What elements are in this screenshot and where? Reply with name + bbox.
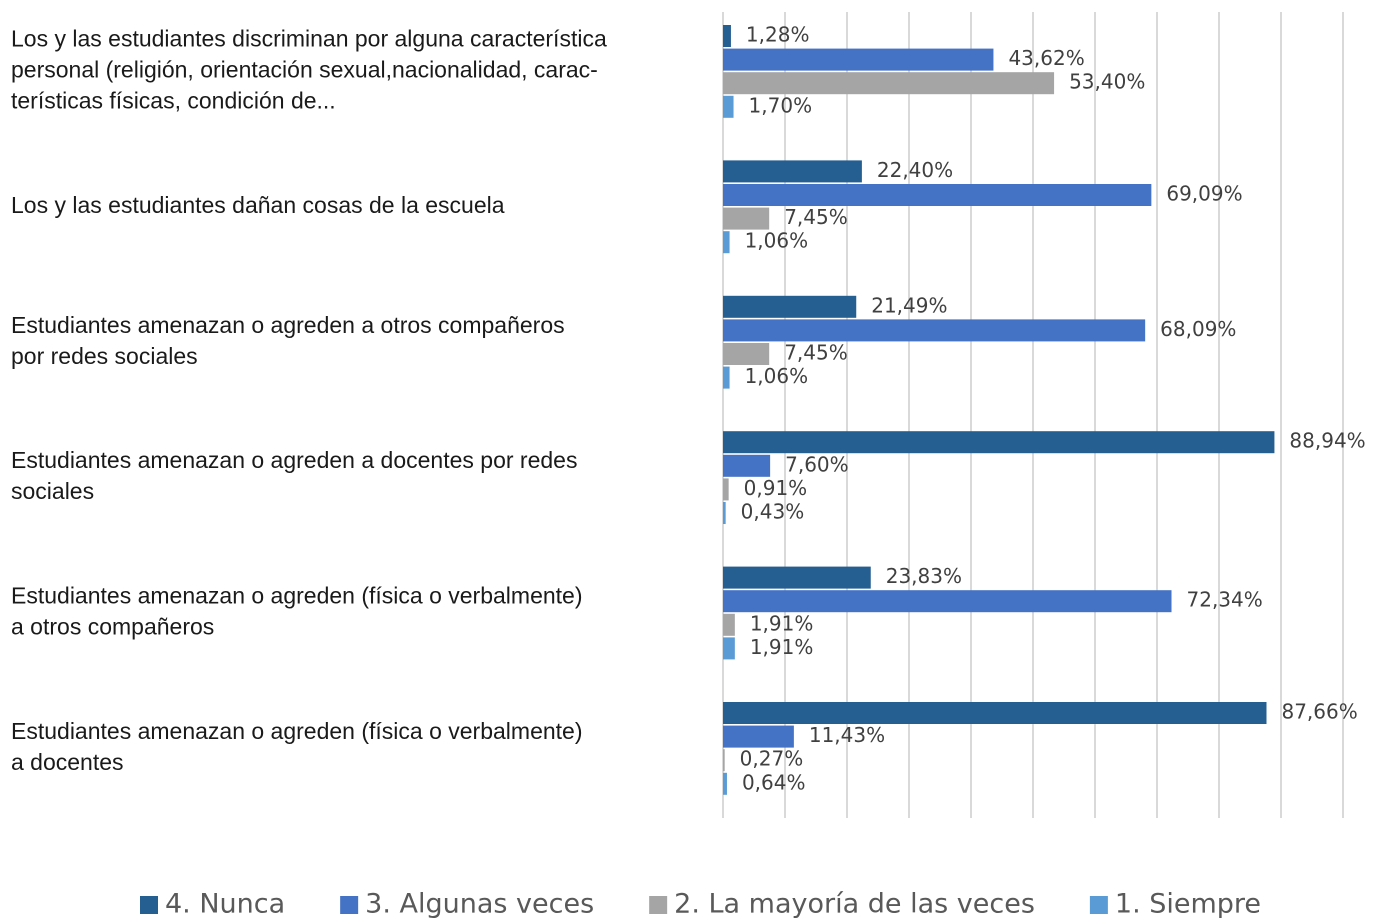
bar (723, 478, 729, 501)
value-label: 53,40% (1069, 70, 1145, 94)
bar (723, 566, 871, 589)
category-label: personal (religión, orientación sexual,n… (11, 56, 598, 82)
bar (723, 295, 857, 318)
bar (723, 366, 730, 389)
category-label: Estudiantes amenazan o agreden (física o… (11, 583, 583, 609)
bar (723, 319, 1146, 342)
bar (723, 502, 726, 524)
value-label: 1,91% (750, 635, 814, 659)
category-label: Estudiantes amenazan o agreden (física o… (11, 718, 583, 744)
bar (723, 725, 794, 748)
value-label: 68,09% (1160, 317, 1236, 341)
category-label: Los y las estudiantes dañan cosas de la … (11, 192, 505, 218)
category-label: terísticas físicas, condición de... (11, 87, 336, 113)
value-label: 43,62% (1008, 46, 1084, 70)
value-label: 1,28% (746, 23, 810, 47)
value-label: 11,43% (809, 723, 885, 747)
value-label: 0,64% (742, 770, 806, 794)
bar (723, 590, 1172, 613)
category-label: Los y las estudiantes discriminan por al… (11, 25, 607, 51)
category-label: Estudiantes amenazan o agreden a docente… (11, 447, 577, 473)
value-label: 1,70% (749, 93, 813, 117)
value-label: 69,09% (1166, 182, 1242, 206)
bar (723, 613, 735, 636)
bar (723, 343, 770, 365)
bar (723, 231, 730, 254)
value-label: 72,34% (1187, 588, 1263, 612)
value-label: 22,40% (877, 158, 953, 182)
legend-swatch (140, 896, 158, 914)
value-label: 1,06% (745, 229, 809, 253)
value-label: 88,94% (1289, 429, 1365, 453)
category-label: por redes sociales (11, 343, 198, 369)
bar (723, 749, 725, 772)
legend-label: 2. La mayoría de las veces (674, 889, 1035, 920)
bar (723, 184, 1152, 206)
bar (723, 25, 731, 47)
value-label: 23,83% (886, 564, 962, 588)
value-label: 87,66% (1281, 700, 1357, 724)
value-label: 1,06% (745, 364, 809, 388)
value-label: 0,43% (741, 500, 805, 524)
value-label: 7,45% (784, 205, 848, 229)
legend-swatch (1089, 896, 1108, 914)
legend-swatch (340, 896, 359, 914)
bar (723, 431, 1275, 454)
category-label: sociales (11, 478, 94, 504)
value-label: 0,27% (740, 747, 804, 771)
bar (723, 48, 994, 71)
category-label: a otros compañeros (11, 614, 214, 640)
legend-label: 1. Siempre (1115, 889, 1261, 920)
bar (723, 702, 1267, 724)
legend-label: 3. Algunas veces (365, 889, 594, 920)
value-label: 0,91% (744, 476, 808, 500)
bar (723, 637, 735, 660)
bar (723, 160, 862, 183)
bar (723, 95, 734, 118)
category-label: a docentes (11, 749, 124, 775)
bar (723, 207, 770, 230)
legend-swatch (649, 896, 668, 914)
value-label: 1,91% (750, 611, 814, 635)
value-label: 7,60% (785, 452, 849, 476)
legend-label: 4. Nunca (165, 889, 285, 920)
bar (723, 454, 771, 477)
category-label: Estudiantes amenazan o agreden a otros c… (11, 312, 565, 338)
bar (723, 772, 727, 795)
bar (723, 72, 1055, 95)
value-label: 21,49% (871, 293, 947, 317)
value-label: 7,45% (784, 341, 848, 365)
